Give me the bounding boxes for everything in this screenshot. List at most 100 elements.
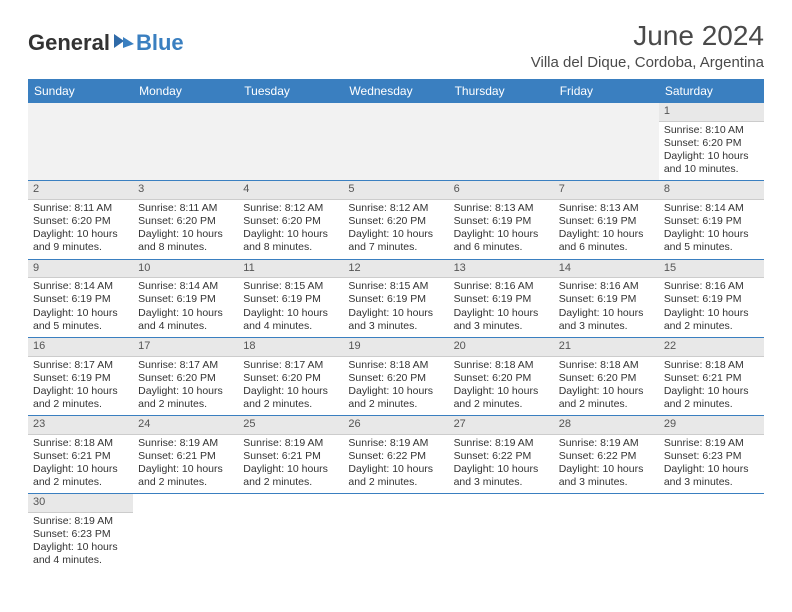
day-content: Sunrise: 8:19 AMSunset: 6:23 PMDaylight:… xyxy=(28,513,133,572)
day-content: Sunrise: 8:19 AMSunset: 6:22 PMDaylight:… xyxy=(343,435,448,494)
day-cell: 18Sunrise: 8:17 AMSunset: 6:20 PMDayligh… xyxy=(238,338,343,416)
day-number: 3 xyxy=(133,181,238,200)
day-cell: 13Sunrise: 8:16 AMSunset: 6:19 PMDayligh… xyxy=(449,260,554,338)
day-number: 20 xyxy=(449,338,554,357)
daylight-text: and 2 minutes. xyxy=(243,398,338,411)
day-number: 2 xyxy=(28,181,133,200)
weekday-header: Thursday xyxy=(449,79,554,103)
day-number: 29 xyxy=(659,416,764,435)
sunset-text: Sunset: 6:20 PM xyxy=(454,372,549,385)
day-content: Sunrise: 8:19 AMSunset: 6:22 PMDaylight:… xyxy=(449,435,554,494)
sunset-text: Sunset: 6:23 PM xyxy=(33,528,128,541)
sunrise-text: Sunrise: 8:10 AM xyxy=(664,124,759,137)
page-header: General Blue June 2024 Villa del Dique, … xyxy=(28,20,764,71)
sunrise-text: Sunrise: 8:14 AM xyxy=(33,280,128,293)
sunrise-text: Sunrise: 8:15 AM xyxy=(348,280,443,293)
sunset-text: Sunset: 6:20 PM xyxy=(33,215,128,228)
day-number: 30 xyxy=(28,494,133,513)
sunset-text: Sunset: 6:19 PM xyxy=(454,215,549,228)
day-number: 24 xyxy=(133,416,238,435)
sunset-text: Sunset: 6:19 PM xyxy=(243,293,338,306)
sunset-text: Sunset: 6:19 PM xyxy=(454,293,549,306)
brand-logo: General Blue xyxy=(28,20,184,56)
sunset-text: Sunset: 6:22 PM xyxy=(559,450,654,463)
daylight-text: Daylight: 10 hours xyxy=(348,463,443,476)
day-content: Sunrise: 8:17 AMSunset: 6:20 PMDaylight:… xyxy=(238,357,343,416)
day-number: 15 xyxy=(659,260,764,279)
day-number: 5 xyxy=(343,181,448,200)
sunset-text: Sunset: 6:21 PM xyxy=(138,450,233,463)
day-number: 10 xyxy=(133,260,238,279)
sunrise-text: Sunrise: 8:16 AM xyxy=(664,280,759,293)
weekday-header: Tuesday xyxy=(238,79,343,103)
calendar-week: 30Sunrise: 8:19 AMSunset: 6:23 PMDayligh… xyxy=(28,494,764,571)
day-cell: 6Sunrise: 8:13 AMSunset: 6:19 PMDaylight… xyxy=(449,181,554,259)
daylight-text: Daylight: 10 hours xyxy=(33,541,128,554)
empty-cell xyxy=(343,103,448,181)
sunrise-text: Sunrise: 8:19 AM xyxy=(138,437,233,450)
day-cell: 8Sunrise: 8:14 AMSunset: 6:19 PMDaylight… xyxy=(659,181,764,259)
day-cell: 19Sunrise: 8:18 AMSunset: 6:20 PMDayligh… xyxy=(343,338,448,416)
day-content: Sunrise: 8:16 AMSunset: 6:19 PMDaylight:… xyxy=(554,278,659,337)
day-cell: 21Sunrise: 8:18 AMSunset: 6:20 PMDayligh… xyxy=(554,338,659,416)
daylight-text: Daylight: 10 hours xyxy=(33,307,128,320)
sunset-text: Sunset: 6:21 PM xyxy=(33,450,128,463)
day-cell: 30Sunrise: 8:19 AMSunset: 6:23 PMDayligh… xyxy=(28,494,133,571)
day-cell: 15Sunrise: 8:16 AMSunset: 6:19 PMDayligh… xyxy=(659,260,764,338)
empty-cell xyxy=(238,103,343,181)
day-number: 16 xyxy=(28,338,133,357)
empty-cell xyxy=(343,494,448,571)
day-cell: 12Sunrise: 8:15 AMSunset: 6:19 PMDayligh… xyxy=(343,260,448,338)
daylight-text: and 9 minutes. xyxy=(33,241,128,254)
daylight-text: and 8 minutes. xyxy=(243,241,338,254)
day-content: Sunrise: 8:19 AMSunset: 6:22 PMDaylight:… xyxy=(554,435,659,494)
daylight-text: Daylight: 10 hours xyxy=(664,385,759,398)
day-content: Sunrise: 8:17 AMSunset: 6:19 PMDaylight:… xyxy=(28,357,133,416)
sunrise-text: Sunrise: 8:19 AM xyxy=(348,437,443,450)
empty-cell xyxy=(659,494,764,571)
weekday-header: Saturday xyxy=(659,79,764,103)
daylight-text: Daylight: 10 hours xyxy=(243,307,338,320)
daylight-text: Daylight: 10 hours xyxy=(243,228,338,241)
day-cell: 26Sunrise: 8:19 AMSunset: 6:22 PMDayligh… xyxy=(343,416,448,494)
day-content: Sunrise: 8:19 AMSunset: 6:21 PMDaylight:… xyxy=(238,435,343,494)
sunset-text: Sunset: 6:20 PM xyxy=(243,372,338,385)
calendar-week: 9Sunrise: 8:14 AMSunset: 6:19 PMDaylight… xyxy=(28,260,764,338)
day-cell: 25Sunrise: 8:19 AMSunset: 6:21 PMDayligh… xyxy=(238,416,343,494)
day-cell: 28Sunrise: 8:19 AMSunset: 6:22 PMDayligh… xyxy=(554,416,659,494)
day-number: 9 xyxy=(28,260,133,279)
day-content: Sunrise: 8:19 AMSunset: 6:23 PMDaylight:… xyxy=(659,435,764,494)
daylight-text: and 3 minutes. xyxy=(559,320,654,333)
daylight-text: and 2 minutes. xyxy=(664,398,759,411)
weekday-header: Monday xyxy=(133,79,238,103)
day-content: Sunrise: 8:11 AMSunset: 6:20 PMDaylight:… xyxy=(133,200,238,259)
daylight-text: and 4 minutes. xyxy=(243,320,338,333)
daylight-text: and 3 minutes. xyxy=(348,320,443,333)
page-title: June 2024 xyxy=(531,20,764,52)
empty-cell xyxy=(133,494,238,571)
daylight-text: Daylight: 10 hours xyxy=(138,228,233,241)
daylight-text: Daylight: 10 hours xyxy=(138,463,233,476)
daylight-text: and 3 minutes. xyxy=(454,476,549,489)
day-content: Sunrise: 8:19 AMSunset: 6:21 PMDaylight:… xyxy=(133,435,238,494)
calendar-week: 23Sunrise: 8:18 AMSunset: 6:21 PMDayligh… xyxy=(28,416,764,494)
day-content: Sunrise: 8:18 AMSunset: 6:20 PMDaylight:… xyxy=(449,357,554,416)
sunrise-text: Sunrise: 8:14 AM xyxy=(138,280,233,293)
day-content: Sunrise: 8:17 AMSunset: 6:20 PMDaylight:… xyxy=(133,357,238,416)
day-number: 8 xyxy=(659,181,764,200)
day-number: 4 xyxy=(238,181,343,200)
day-content: Sunrise: 8:14 AMSunset: 6:19 PMDaylight:… xyxy=(133,278,238,337)
page-subtitle: Villa del Dique, Cordoba, Argentina xyxy=(531,54,764,71)
daylight-text: Daylight: 10 hours xyxy=(664,307,759,320)
daylight-text: and 5 minutes. xyxy=(664,241,759,254)
day-cell: 22Sunrise: 8:18 AMSunset: 6:21 PMDayligh… xyxy=(659,338,764,416)
day-content: Sunrise: 8:18 AMSunset: 6:21 PMDaylight:… xyxy=(659,357,764,416)
day-cell: 10Sunrise: 8:14 AMSunset: 6:19 PMDayligh… xyxy=(133,260,238,338)
sunset-text: Sunset: 6:20 PM xyxy=(348,372,443,385)
day-content: Sunrise: 8:14 AMSunset: 6:19 PMDaylight:… xyxy=(28,278,133,337)
sunrise-text: Sunrise: 8:19 AM xyxy=(664,437,759,450)
day-number: 19 xyxy=(343,338,448,357)
day-content: Sunrise: 8:13 AMSunset: 6:19 PMDaylight:… xyxy=(449,200,554,259)
weekday-header: Friday xyxy=(554,79,659,103)
daylight-text: Daylight: 10 hours xyxy=(348,307,443,320)
